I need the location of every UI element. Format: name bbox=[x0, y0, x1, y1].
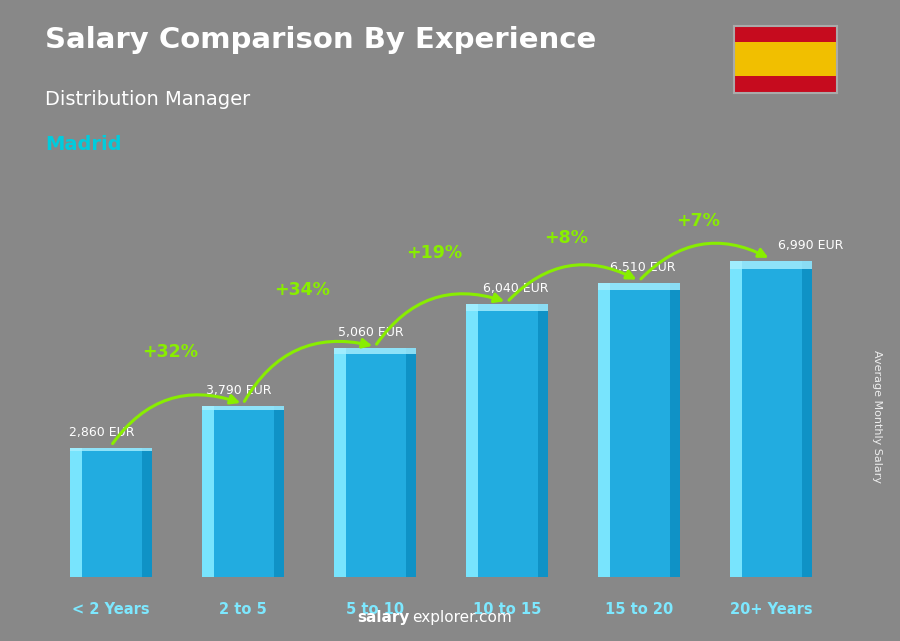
Bar bbox=[734, 76, 837, 93]
Bar bbox=[466, 304, 548, 311]
Text: 6,040 EUR: 6,040 EUR bbox=[483, 282, 549, 295]
Text: 20+ Years: 20+ Years bbox=[730, 601, 813, 617]
Bar bbox=[734, 26, 837, 42]
Bar bbox=[334, 348, 416, 354]
Bar bbox=[734, 42, 837, 76]
Text: 6,510 EUR: 6,510 EUR bbox=[610, 261, 676, 274]
Text: 10 to 15: 10 to 15 bbox=[472, 601, 541, 617]
Text: +32%: +32% bbox=[142, 344, 198, 362]
Bar bbox=[802, 261, 812, 577]
Text: +34%: +34% bbox=[274, 281, 330, 299]
Bar bbox=[70, 447, 152, 577]
Text: Average Monthly Salary: Average Monthly Salary bbox=[872, 350, 883, 483]
Text: +8%: +8% bbox=[544, 229, 589, 247]
Bar bbox=[598, 283, 610, 577]
Bar bbox=[406, 348, 416, 577]
Bar bbox=[598, 283, 680, 577]
Text: Salary Comparison By Experience: Salary Comparison By Experience bbox=[45, 26, 596, 54]
Bar bbox=[274, 406, 284, 577]
Bar bbox=[730, 261, 812, 269]
Bar bbox=[70, 447, 83, 577]
Bar bbox=[730, 261, 742, 577]
Text: 5,060 EUR: 5,060 EUR bbox=[338, 326, 404, 339]
Bar bbox=[202, 406, 284, 577]
Text: < 2 Years: < 2 Years bbox=[72, 601, 149, 617]
Bar bbox=[202, 406, 214, 577]
Bar bbox=[142, 447, 152, 577]
Text: salary: salary bbox=[357, 610, 410, 625]
Text: explorer.com: explorer.com bbox=[412, 610, 512, 625]
Bar bbox=[466, 304, 479, 577]
Text: 3,790 EUR: 3,790 EUR bbox=[206, 384, 272, 397]
Text: +19%: +19% bbox=[406, 244, 463, 262]
Bar bbox=[670, 283, 680, 577]
Text: 15 to 20: 15 to 20 bbox=[605, 601, 673, 617]
Bar bbox=[538, 304, 548, 577]
Bar bbox=[70, 447, 152, 451]
Text: Distribution Manager: Distribution Manager bbox=[45, 90, 250, 109]
Text: 5 to 10: 5 to 10 bbox=[346, 601, 404, 617]
Bar bbox=[730, 261, 812, 577]
Bar bbox=[598, 283, 680, 290]
Bar bbox=[334, 348, 346, 577]
Bar bbox=[466, 304, 548, 577]
Bar bbox=[202, 406, 284, 410]
Text: +7%: +7% bbox=[677, 212, 720, 230]
Text: 2 to 5: 2 to 5 bbox=[219, 601, 267, 617]
Text: Madrid: Madrid bbox=[45, 135, 122, 154]
Bar bbox=[334, 348, 416, 577]
Text: 2,860 EUR: 2,860 EUR bbox=[68, 426, 134, 439]
Text: 6,990 EUR: 6,990 EUR bbox=[778, 239, 843, 252]
